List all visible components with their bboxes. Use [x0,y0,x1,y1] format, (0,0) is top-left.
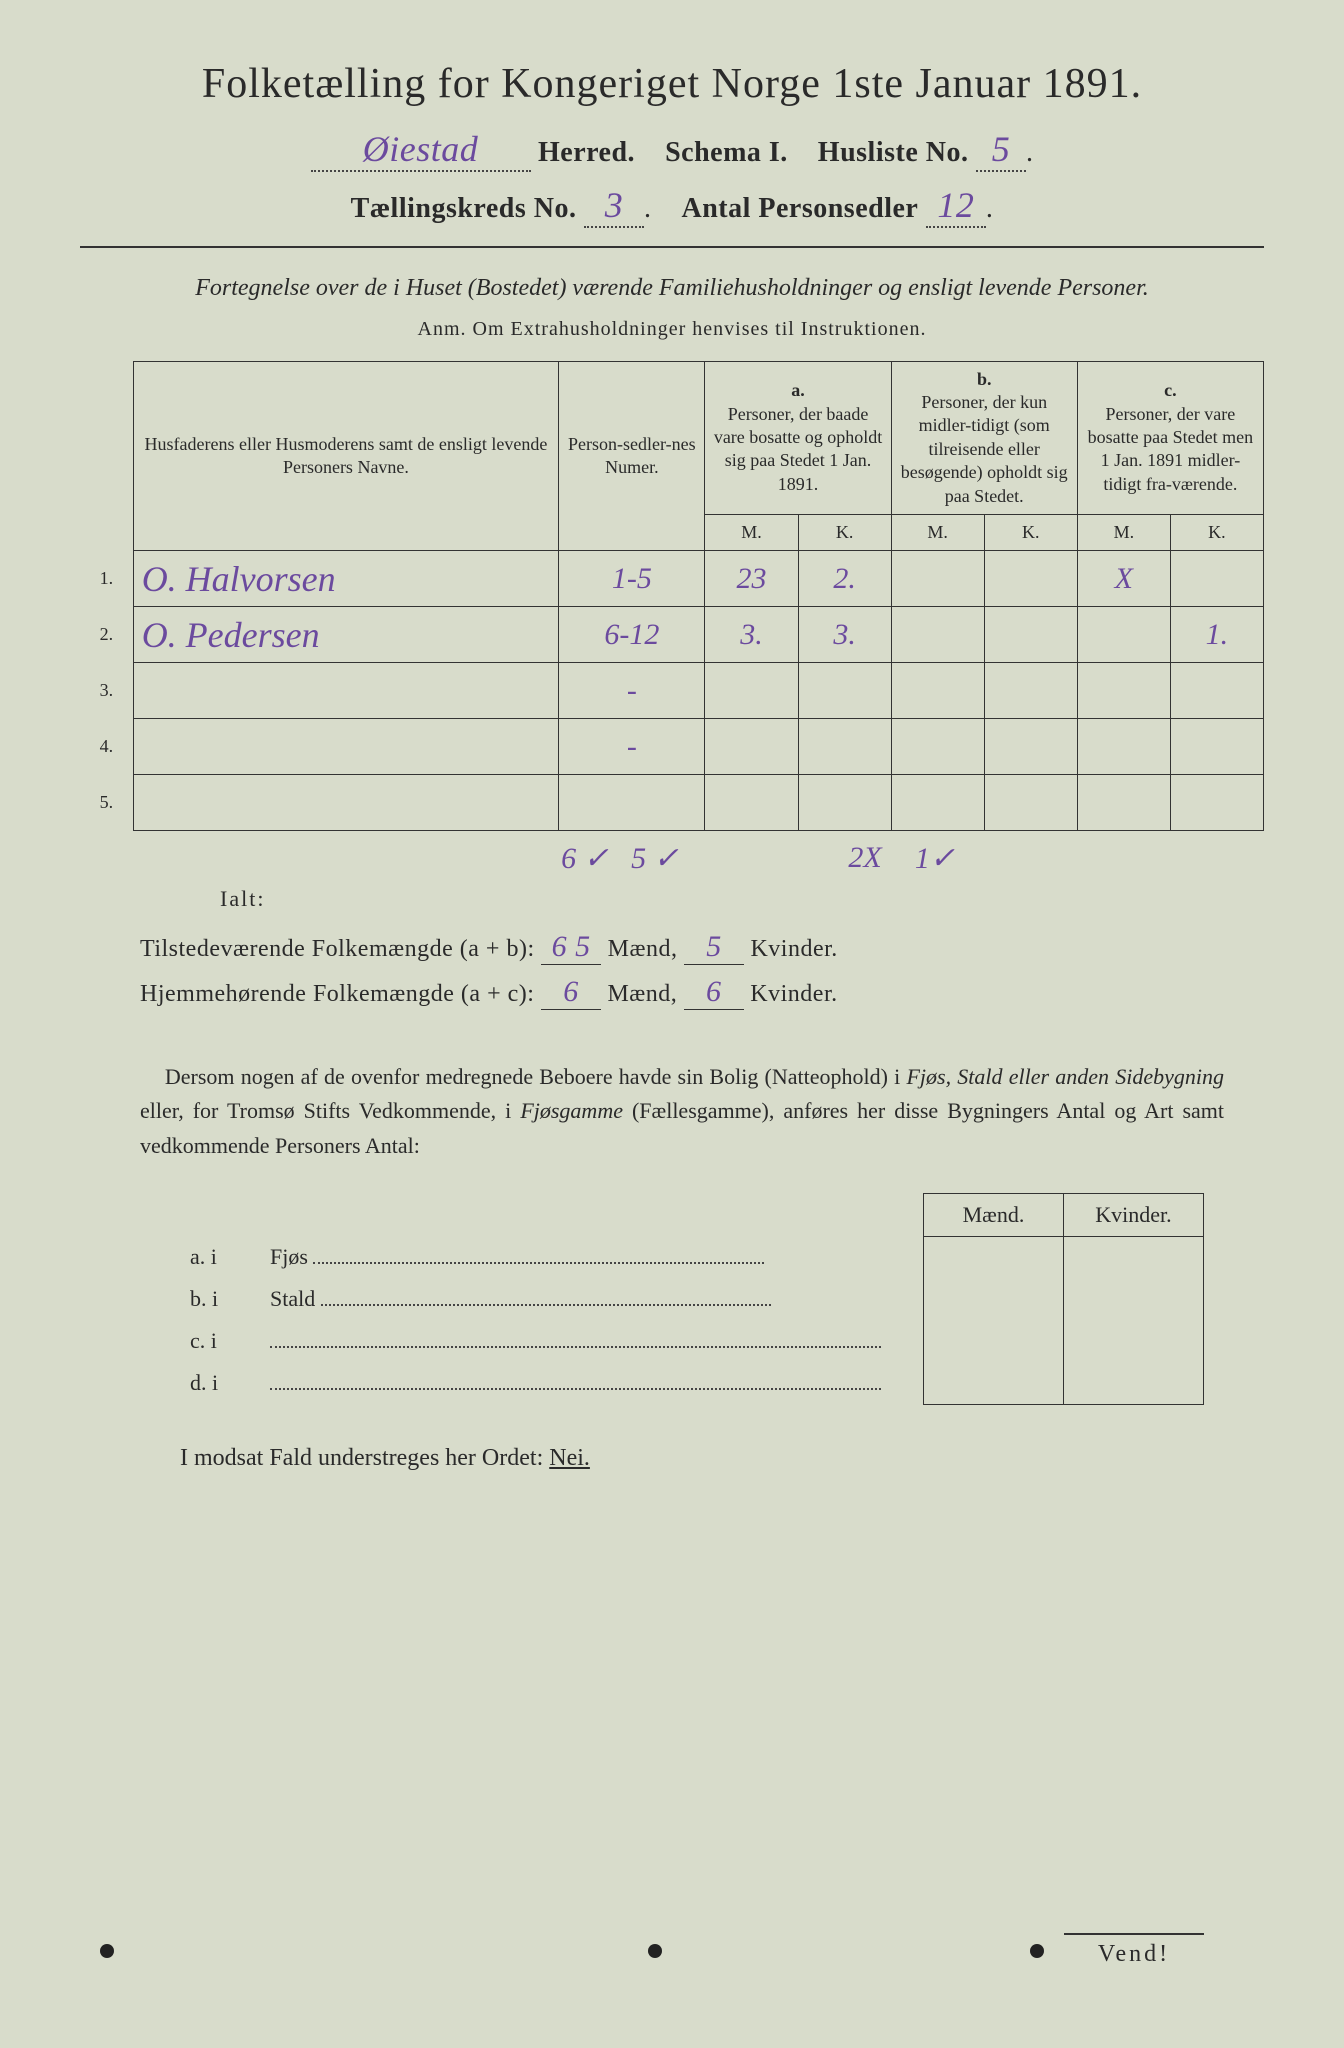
punch-mark [100,1944,114,1958]
dwelling-row: c. i [180,1320,1204,1362]
footer-line: I modsat Fald understreges her Ordet: Ne… [180,1445,1264,1472]
dwelling-m [924,1362,1064,1404]
dwelling-table: Mænd. Kvinder. a. i Fjøs b. i Stald c. i d… [180,1193,1204,1405]
subtitle: Fortegnelse over de i Huset (Bostedet) v… [80,272,1264,306]
present-k: 5 [684,930,744,965]
summary-resident: Hjemmehørende Folkemængde (a + c): 6 Mæn… [140,975,1264,1010]
dwelling-k [1064,1236,1204,1278]
dwelling-row: d. i [180,1362,1204,1404]
page-title: Folketælling for Kongeriget Norge 1ste J… [80,60,1264,108]
dwelling-label: c. i [180,1320,260,1362]
col-numer: Person-sedler-nes Numer. [559,361,705,551]
dwelling-k [1064,1362,1204,1404]
kreds-label: Tællingskreds No. [351,193,577,224]
census-table: Husfaderens eller Husmoderens samt de en… [80,361,1264,832]
row-num: 4. [80,719,133,775]
herred-value: Øiestad [311,128,531,172]
antal-value: 12 [926,184,986,228]
col-c-k: K. [1170,514,1263,550]
table-row: 5. [80,775,1264,831]
total-bk [760,841,830,876]
header-line-2: Tællingskreds No. 3. Antal Personsedler … [80,184,1264,228]
dwelling-label: a. i [180,1236,260,1278]
antal-label: Antal Personsedler [681,193,918,224]
table-row: 3. - [80,663,1264,719]
dwelling-m [924,1236,1064,1278]
col-b-k: K. [984,514,1077,550]
dwelling-m [924,1278,1064,1320]
dwelling-paragraph: Dersom nogen af de ovenfor medregnede Be… [140,1060,1224,1162]
dwelling-label: d. i [180,1362,260,1404]
col-b-head: b. Personer, der kun midler-tidigt (som … [891,361,1077,514]
dwelling-row: b. i Stald [180,1278,1204,1320]
col-c-m: M. [1077,514,1170,550]
present-m: 6 5 [541,930,601,965]
sedler-num: - [627,674,637,707]
total-cm: 2X [830,841,900,876]
total-ck: 1✓ [900,841,970,876]
col-c-head: c. Personer, der vare bosatte paa Stedet… [1077,361,1263,514]
col-names: Husfaderens eller Husmoderens samt de en… [133,361,559,551]
row-num: 3. [80,663,133,719]
dwelling-name: Fjøs [270,1244,308,1269]
table-row: 4. - [80,719,1264,775]
punch-mark [1030,1944,1044,1958]
husliste-value: 5 [976,128,1026,172]
person-name: O. Pedersen [142,615,320,655]
summary-present: Tilstedeværende Folkemængde (a + b): 6 5… [140,930,1264,965]
sedler-num: 6-12 [604,618,659,651]
resident-k: 6 [684,975,744,1010]
table-row: 1.O. Halvorsen1-5232.X [80,551,1264,607]
dwelling-label: b. i [180,1278,260,1320]
kreds-value: 3 [584,184,644,228]
col-a-head: a. Personer, der baade vare bosatte og o… [705,361,891,514]
sub-head-k: Kvinder. [1064,1193,1204,1236]
table-row: 2.O. Pedersen6-123.3.1. [80,607,1264,663]
total-bm [690,841,760,876]
punch-mark [648,1944,662,1958]
total-ak: 5 ✓ [620,841,690,876]
divider [80,246,1264,248]
schema-label: Schema I. [665,137,788,168]
person-name: O. Halvorsen [142,559,336,599]
total-am: 6 ✓ [550,841,620,876]
col-b-m: M. [891,514,984,550]
row-num: 2. [80,607,133,663]
ialt-label: Ialt: [220,886,1264,912]
anm-note: Anm. Om Extrahusholdninger henvises til … [80,318,1264,341]
col-a-k: K. [798,514,891,550]
sedler-num: - [627,730,637,763]
row-num: 1. [80,551,133,607]
footer-nei: Nei. [549,1445,590,1471]
vend-label: Vend! [1064,1933,1204,1968]
sub-head-m: Mænd. [924,1193,1064,1236]
census-form-page: Folketælling for Kongeriget Norge 1ste J… [80,60,1264,1988]
dwelling-row: a. i Fjøs [180,1236,1204,1278]
dwelling-name: Stald [270,1286,315,1311]
resident-m: 6 [541,975,601,1010]
herred-label: Herred. [538,137,635,168]
sedler-num: 1-5 [612,562,652,595]
header-line-1: Øiestad Herred. Schema I. Husliste No. 5… [80,128,1264,172]
dwelling-k [1064,1278,1204,1320]
dwelling-k [1064,1320,1204,1362]
husliste-label: Husliste No. [818,137,969,168]
row-num: 5. [80,775,133,831]
dwelling-m [924,1320,1064,1362]
col-a-m: M. [705,514,798,550]
